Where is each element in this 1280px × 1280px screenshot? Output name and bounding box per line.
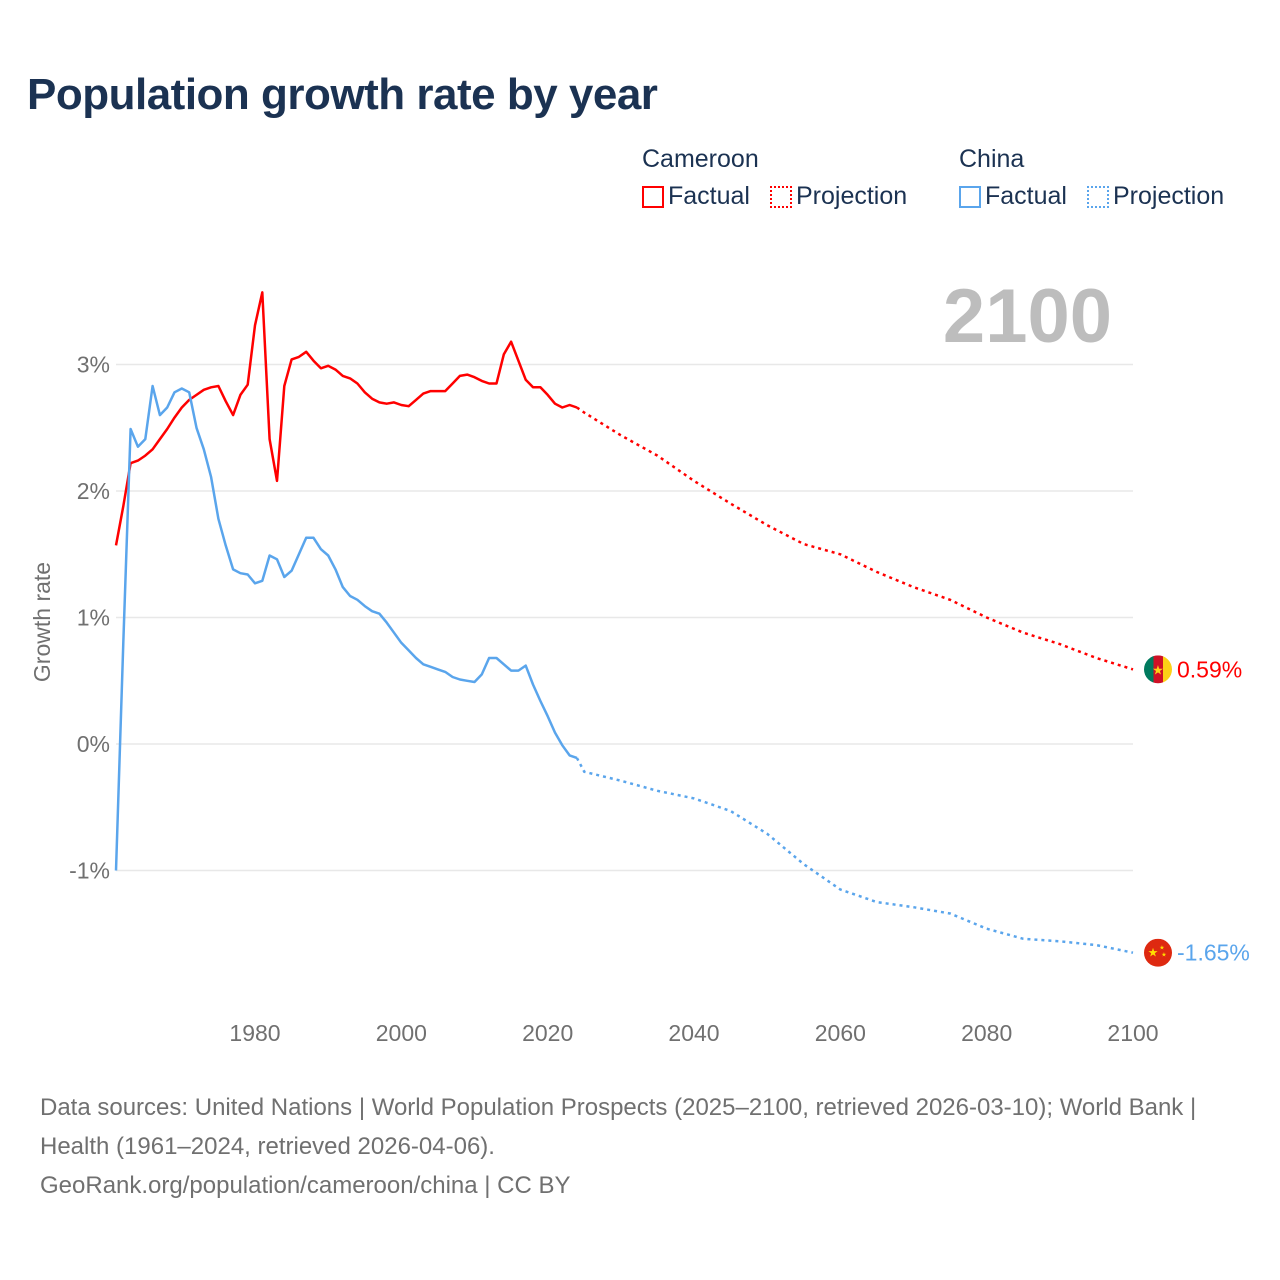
footer: Data sources: United Nations | World Pop…: [40, 1088, 1240, 1205]
cameroon-projection-line: [576, 406, 1134, 671]
y-axis-label: Growth rate: [29, 562, 55, 682]
svg-text:★: ★: [1148, 946, 1159, 960]
y-tick-label: 0%: [77, 731, 110, 757]
x-tick-label: 2020: [522, 1020, 573, 1046]
x-tick-label: 2000: [376, 1020, 427, 1046]
legend-china-factual[interactable]: Factual: [959, 182, 1067, 211]
cameroon-flag-icon: ★: [1144, 655, 1172, 684]
legend-label: Factual: [668, 182, 750, 210]
cameroon-end-label: 0.59%: [1177, 656, 1242, 682]
credit-link[interactable]: GeoRank.org/population/cameroon/china | …: [40, 1172, 571, 1199]
legend-dotted-swatch: [769, 185, 792, 208]
legend-group-name: China: [959, 145, 1025, 173]
legend-china: China Factual Projection: [959, 145, 1238, 211]
china-flag-icon: ★ ★★: [1144, 938, 1172, 967]
legend-label: Projection: [795, 182, 908, 210]
x-tick-label: 2080: [961, 1020, 1012, 1046]
legend-solid-swatch: [959, 185, 981, 208]
legend-dotted-swatch: [1086, 185, 1109, 208]
cameroon-factual-line: [114, 291, 578, 546]
x-tick-label: 2040: [668, 1020, 719, 1046]
legend-solid-swatch: [642, 185, 664, 208]
legend-label: Factual: [985, 182, 1067, 210]
line-chart: 3%2%1%0%-1%1980 2000 2020 2040 2060 2080 2100 …: [29, 274, 1250, 1046]
china-factual-line: [114, 384, 578, 871]
x-tick-label: 1980: [229, 1020, 280, 1046]
legend-cameroon-projection[interactable]: Projection: [769, 182, 908, 211]
china-projection-line: [575, 757, 1134, 954]
svg-text:★: ★: [1159, 945, 1164, 952]
legend-china-projection[interactable]: Projection: [1086, 182, 1225, 211]
china-end-label: -1.65%: [1177, 940, 1250, 966]
chart-title: Population growth rate by year: [27, 70, 658, 119]
y-tick-label: 1%: [77, 605, 110, 631]
x-tick-label: 2100: [1107, 1020, 1158, 1046]
svg-text:★: ★: [1161, 952, 1166, 959]
x-tick-label: 2060: [815, 1020, 866, 1046]
y-tick-label: 3%: [77, 352, 110, 378]
legend-cameroon-factual[interactable]: Factual: [642, 182, 750, 211]
svg-text:★: ★: [1152, 662, 1164, 677]
legend-cameroon: Cameroon Factual Projection: [642, 145, 921, 211]
year-label: 2100: [943, 274, 1112, 359]
legend-label: Projection: [1112, 182, 1225, 210]
data-sources: Data sources: United Nations | World Pop…: [40, 1094, 1197, 1160]
legend-group-name: Cameroon: [642, 145, 759, 173]
y-tick-label: -1%: [69, 858, 110, 884]
y-tick-label: 2%: [77, 478, 110, 504]
